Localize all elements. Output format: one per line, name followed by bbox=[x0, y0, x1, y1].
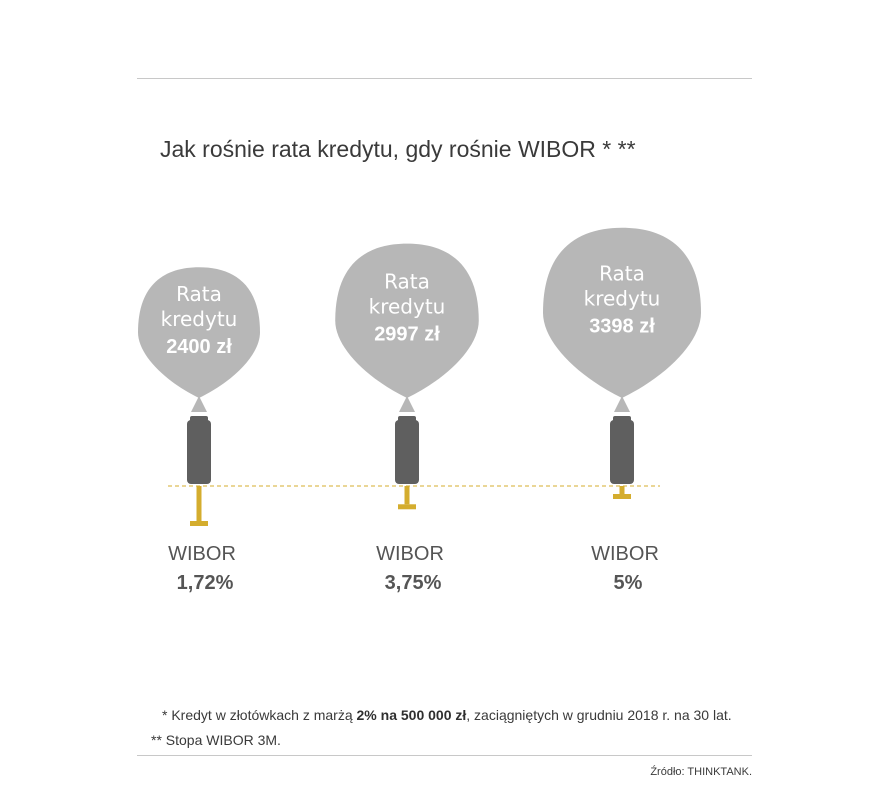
bottom-divider bbox=[137, 755, 752, 756]
wibor-label: WIBOR bbox=[376, 543, 444, 565]
pump-cap bbox=[398, 416, 416, 422]
balloon-body bbox=[335, 243, 479, 398]
pump-handle-grip bbox=[190, 521, 208, 526]
pump-handle-grip bbox=[613, 494, 631, 499]
footnote-1-text-b: , zaciągniętych w grudniu 2018 r. na 30 … bbox=[466, 707, 732, 723]
top-divider bbox=[137, 78, 752, 79]
footnote-2: ** Stopa WIBOR 3M. bbox=[151, 732, 281, 748]
balloon-knot bbox=[191, 396, 207, 412]
pump-handle-rod bbox=[404, 486, 410, 505]
balloon-knot bbox=[399, 396, 415, 412]
balloon-body bbox=[543, 227, 701, 398]
balloon-label-line1: Rata bbox=[599, 261, 645, 285]
rata-value-label: 2400 zł bbox=[166, 336, 232, 358]
footnote-1-bold: 2% na 500 000 zł bbox=[356, 707, 467, 723]
pump-body bbox=[187, 420, 211, 484]
pump-cap bbox=[613, 416, 631, 422]
pump-handle-grip bbox=[398, 504, 416, 510]
rata-value-label: 2997 zł bbox=[374, 324, 440, 346]
wibor-label: WIBOR bbox=[168, 543, 236, 565]
pump-handle-rod bbox=[196, 486, 202, 521]
rata-value-label: 3398 zł bbox=[589, 315, 655, 337]
balloon-label-line2: kredytu bbox=[584, 286, 661, 310]
wibor-label: WIBOR bbox=[591, 543, 659, 565]
footnote-1-text-a: * Kredyt w złotówkach z marżą bbox=[162, 707, 357, 723]
balloon-knot bbox=[614, 396, 630, 412]
wibor-value-label: 5% bbox=[614, 572, 643, 594]
balloon-body bbox=[138, 267, 260, 398]
balloon-label-line1: Rata bbox=[176, 282, 222, 306]
wibor-value-label: 3,75% bbox=[385, 572, 442, 594]
pump-body bbox=[395, 420, 419, 484]
balloon-label-line2: kredytu bbox=[161, 307, 238, 331]
pump-handle-rod bbox=[619, 486, 625, 494]
wibor-value-label: 1,72% bbox=[177, 572, 234, 594]
pump-cap bbox=[190, 416, 208, 422]
footnote-1: * Kredyt w złotówkach z marżą 2% na 500 … bbox=[162, 707, 732, 723]
chart-title: Jak rośnie rata kredytu, gdy rośnie WIBO… bbox=[160, 136, 636, 162]
pump-body bbox=[610, 420, 634, 484]
balloon-label-line2: kredytu bbox=[369, 295, 446, 319]
source-note: Źródło: THINKTANK. bbox=[650, 766, 752, 778]
balloon-label-line1: Rata bbox=[384, 270, 430, 294]
